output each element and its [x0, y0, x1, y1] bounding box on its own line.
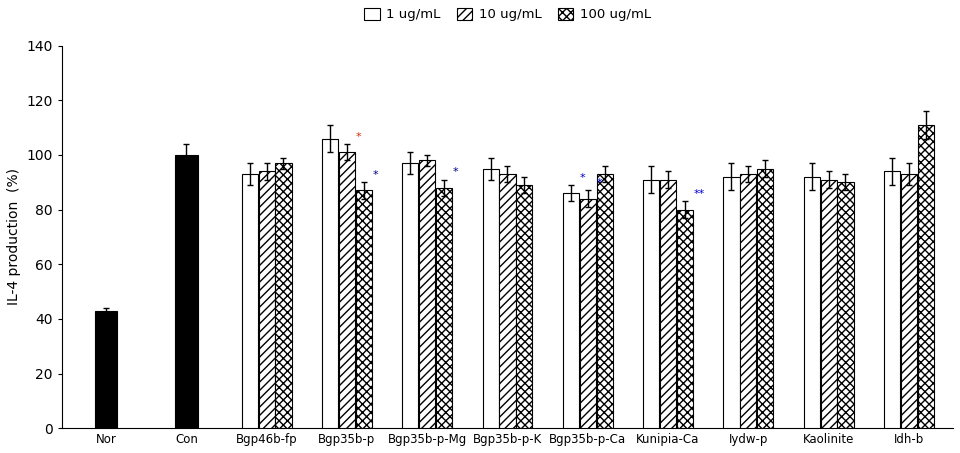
Bar — [900, 174, 917, 428]
Bar — [516, 185, 533, 428]
Bar — [95, 311, 117, 428]
Bar — [884, 171, 900, 428]
Bar — [677, 210, 693, 428]
Bar — [276, 163, 292, 428]
Bar — [242, 174, 258, 428]
Bar — [757, 169, 773, 428]
Bar — [837, 182, 853, 428]
Bar — [563, 193, 579, 428]
Legend: 1 ug/mL, 10 ug/mL, 100 ug/mL: 1 ug/mL, 10 ug/mL, 100 ug/mL — [359, 3, 657, 27]
Bar — [643, 179, 660, 428]
Bar — [483, 169, 498, 428]
Text: *: * — [596, 178, 602, 188]
Bar — [258, 171, 275, 428]
Text: *: * — [580, 173, 586, 183]
Text: **: ** — [694, 189, 705, 199]
Bar — [804, 177, 820, 428]
Bar — [740, 174, 756, 428]
Bar — [436, 188, 452, 428]
Bar — [499, 174, 516, 428]
Bar — [402, 163, 419, 428]
Bar — [580, 199, 596, 428]
Y-axis label: IL-4 production  (%): IL-4 production (%) — [7, 169, 21, 305]
Bar — [420, 160, 435, 428]
Bar — [356, 191, 372, 428]
Bar — [596, 174, 612, 428]
Bar — [322, 139, 338, 428]
Bar — [918, 125, 934, 428]
Text: *: * — [372, 170, 378, 180]
Bar — [339, 152, 355, 428]
Bar — [175, 155, 198, 428]
Bar — [724, 177, 739, 428]
Text: *: * — [453, 167, 459, 178]
Bar — [660, 179, 676, 428]
Bar — [821, 179, 837, 428]
Text: *: * — [356, 132, 361, 142]
